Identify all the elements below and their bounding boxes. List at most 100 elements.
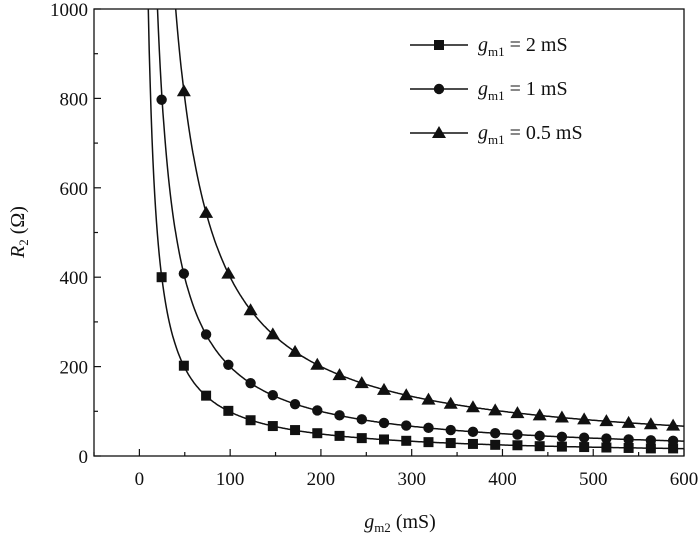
- data-point-triangle: [176, 84, 191, 97]
- y-tick-label: 400: [60, 268, 89, 289]
- data-point-triangle: [310, 357, 325, 370]
- data-point-triangle: [621, 415, 636, 428]
- legend-marker-square: [434, 40, 444, 50]
- data-point-triangle: [465, 400, 480, 413]
- data-point-circle: [401, 420, 412, 431]
- data-point-triangle: [666, 418, 681, 431]
- data-point-triangle: [199, 205, 214, 218]
- data-point-square: [290, 425, 301, 436]
- x-tick-label: 100: [216, 469, 245, 490]
- x-tick-label: 600: [670, 469, 699, 490]
- data-point-square: [512, 440, 523, 451]
- data-point-circle: [223, 359, 234, 371]
- series-line-triangle: [174, 8, 685, 427]
- data-point-square: [668, 443, 679, 454]
- data-point-square: [223, 405, 234, 416]
- data-point-square: [534, 441, 545, 452]
- data-point-square: [156, 272, 167, 283]
- data-point-circle: [334, 410, 345, 421]
- data-point-square: [579, 442, 590, 453]
- data-point-triangle: [265, 327, 280, 340]
- y-tick-label: 200: [60, 358, 89, 379]
- data-point-triangle: [421, 392, 436, 405]
- legend: gm1 = 2 mS gm1 = 1 mS gm1 = 0.5 mS: [410, 34, 583, 147]
- data-point-triangle: [243, 303, 258, 316]
- data-point-circle: [578, 432, 590, 443]
- data-point-triangle: [377, 382, 392, 395]
- data-point-triangle: [399, 388, 414, 401]
- data-point-triangle: [443, 396, 458, 409]
- x-tick-label: 500: [579, 469, 608, 490]
- y-axis-title: R2 (Ω): [7, 206, 31, 259]
- legend-label: gm1 = 2 mS: [478, 34, 568, 59]
- x-tick-label: 200: [307, 469, 336, 490]
- series-line-square: [147, 8, 684, 450]
- x-tick-label: 0: [135, 469, 145, 490]
- data-point-square: [356, 433, 367, 444]
- data-point-square: [312, 428, 323, 439]
- axis-ticks: 0 100 200 300 400 500 600 0 200 400 600 800 1000: [50, 0, 698, 490]
- data-point-square: [645, 443, 656, 454]
- data-point-triangle: [599, 414, 614, 427]
- series-line-circle: [156, 8, 684, 442]
- data-point-triangle: [532, 408, 547, 421]
- data-point-circle: [356, 414, 367, 425]
- data-point-square: [245, 415, 256, 426]
- data-point-circle: [267, 390, 279, 401]
- data-point-circle: [289, 398, 301, 410]
- data-point-circle: [312, 405, 323, 416]
- legend-label: gm1 = 1 mS: [478, 78, 568, 103]
- data-point-square: [445, 438, 456, 449]
- data-point-square: [423, 437, 434, 448]
- data-point-circle: [200, 329, 212, 340]
- data-point-square: [334, 430, 345, 441]
- data-point-triangle: [577, 412, 592, 425]
- data-point-square: [401, 435, 412, 446]
- data-point-circle: [490, 428, 501, 439]
- data-point-circle: [645, 435, 657, 446]
- data-point-triangle: [288, 344, 303, 357]
- data-point-square: [623, 442, 634, 453]
- data-point-circle: [423, 422, 434, 434]
- data-point-triangle: [354, 376, 369, 389]
- data-point-square: [601, 442, 612, 453]
- data-point-square: [201, 390, 212, 401]
- data-point-circle: [601, 433, 612, 444]
- data-point-circle: [245, 377, 256, 389]
- data-point-triangle: [643, 417, 658, 430]
- series-markers: [156, 84, 681, 454]
- data-point-triangle: [488, 403, 503, 416]
- data-point-circle: [623, 434, 634, 445]
- data-point-circle: [156, 94, 167, 105]
- y-tick-label: 800: [60, 89, 89, 110]
- data-point-triangle: [510, 406, 525, 419]
- legend-label: gm1 = 0.5 mS: [478, 122, 583, 147]
- y-tick-label: 600: [60, 179, 89, 200]
- y-tick-label: 1000: [50, 0, 88, 21]
- data-point-triangle: [332, 368, 347, 381]
- data-point-triangle: [554, 410, 569, 423]
- y-tick-label: 0: [79, 447, 89, 468]
- data-point-circle: [378, 417, 390, 429]
- series-curves: [147, 8, 685, 450]
- data-point-circle: [667, 435, 679, 447]
- data-point-circle: [178, 268, 190, 279]
- legend-marker-circle: [433, 83, 445, 95]
- x-axis-title: gm2 (mS): [364, 511, 436, 535]
- data-point-square: [267, 421, 278, 432]
- data-point-triangle: [221, 266, 236, 279]
- data-point-square: [379, 434, 390, 445]
- data-point-square: [490, 439, 501, 450]
- legend-marker-triangle: [432, 126, 446, 138]
- x-tick-label: 400: [488, 469, 517, 490]
- data-point-square: [178, 360, 189, 371]
- data-point-circle: [534, 430, 545, 442]
- data-point-circle: [445, 424, 456, 436]
- data-point-circle: [512, 429, 523, 440]
- data-point-square: [556, 441, 567, 452]
- data-point-circle: [556, 431, 568, 442]
- data-point-square: [467, 438, 478, 449]
- x-tick-label: 300: [397, 469, 426, 490]
- data-point-circle: [467, 426, 479, 438]
